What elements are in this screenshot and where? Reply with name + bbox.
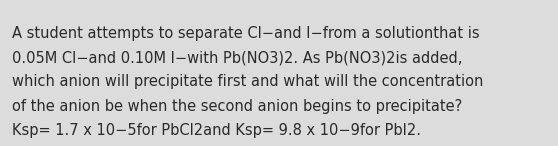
Text: which anion will precipitate first and what will the concentration: which anion will precipitate first and w…: [12, 74, 484, 89]
Text: A student attempts to separate Cl−and I−from a solutionthat is: A student attempts to separate Cl−and I−…: [12, 26, 480, 41]
Text: 0.05M Cl−and 0.10M I−with Pb(NO3)2. As Pb(NO3)2is added,: 0.05M Cl−and 0.10M I−with Pb(NO3)2. As P…: [12, 50, 463, 65]
Text: of the anion be when the second anion begins to precipitate?: of the anion be when the second anion be…: [12, 99, 463, 114]
Text: Ksp= 1.7 x 10−5for PbCl2and Ksp= 9.8 x 10−9for PbI2.: Ksp= 1.7 x 10−5for PbCl2and Ksp= 9.8 x 1…: [12, 123, 421, 138]
